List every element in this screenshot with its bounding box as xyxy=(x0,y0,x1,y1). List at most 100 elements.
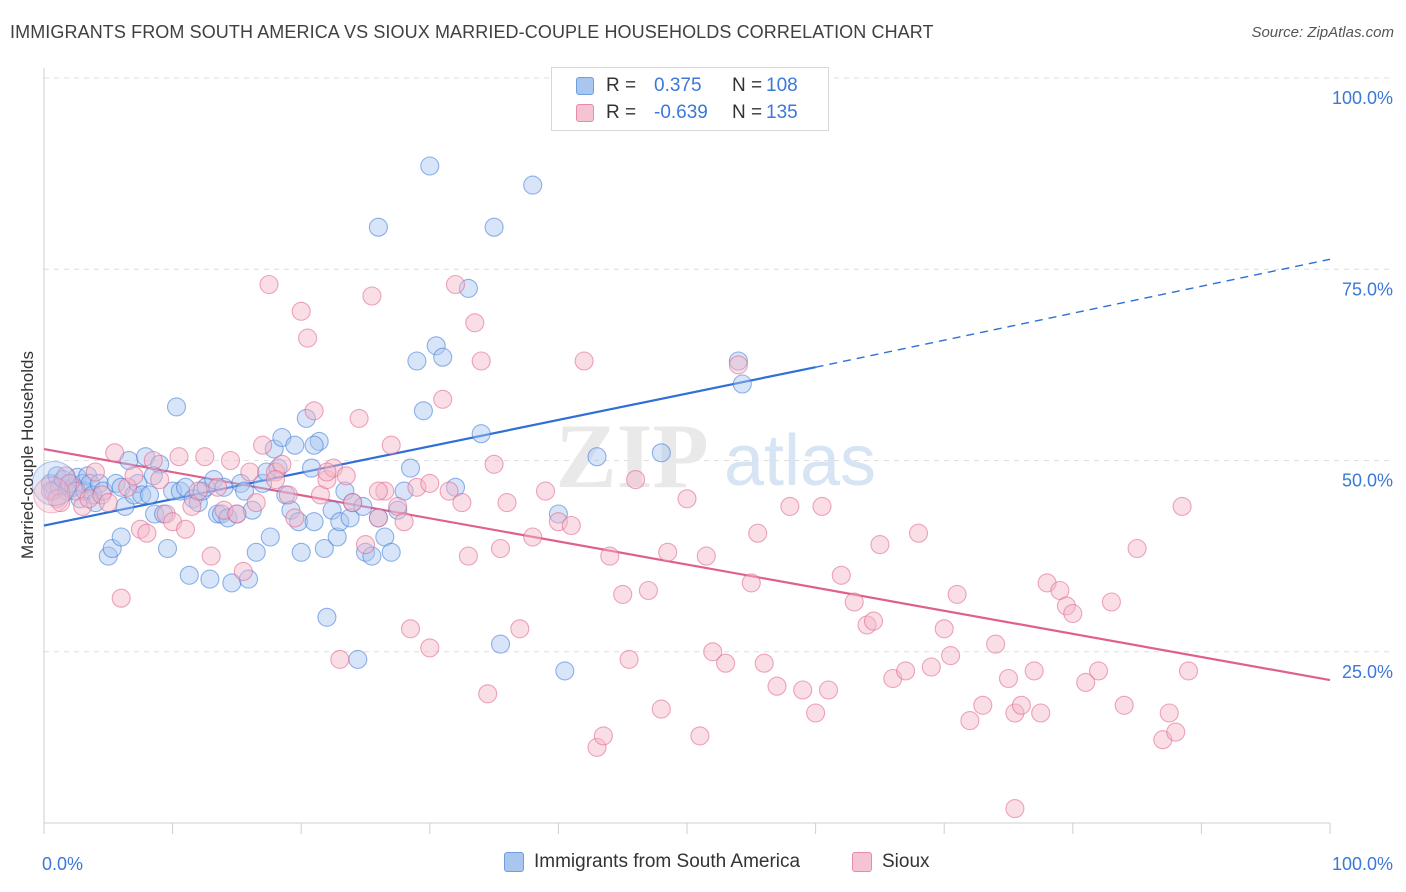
point-south-america xyxy=(407,351,427,371)
point-sioux xyxy=(175,519,196,539)
point-sioux xyxy=(79,489,99,509)
point-south-america xyxy=(353,496,373,516)
point-sioux xyxy=(523,527,543,547)
point-sioux xyxy=(1063,603,1083,624)
point-sioux xyxy=(253,435,273,455)
point-sioux xyxy=(458,546,478,566)
point-south-america xyxy=(111,527,131,547)
point-sioux xyxy=(407,477,427,497)
point-south-america xyxy=(314,538,334,559)
point-sioux xyxy=(831,565,851,585)
point-sioux xyxy=(105,443,125,463)
x-tick-labels: 0.0% 100.0% xyxy=(42,854,1393,874)
point-sioux xyxy=(1076,672,1096,692)
y-tick-label: 50.0% xyxy=(1342,471,1393,491)
point-sioux xyxy=(934,619,954,639)
point-sioux xyxy=(195,447,215,467)
point-sioux xyxy=(400,619,421,639)
bottom-legend-sioux: Sioux xyxy=(852,851,930,873)
legend-swatch-pink xyxy=(852,852,872,872)
point-sioux xyxy=(748,523,768,543)
y-tick-label: 25.0% xyxy=(1342,662,1393,682)
point-south-america xyxy=(296,408,316,428)
point-south-america-cluster xyxy=(31,460,77,506)
point-sioux xyxy=(471,351,491,371)
point-south-america xyxy=(327,527,347,547)
point-south-america xyxy=(124,485,144,505)
point-sioux xyxy=(863,611,884,631)
point-south-america xyxy=(163,481,183,501)
point-sioux xyxy=(1031,703,1051,723)
point-sioux xyxy=(92,485,112,505)
point-sioux xyxy=(658,542,678,562)
point-south-america xyxy=(291,542,311,562)
point-sioux xyxy=(561,515,581,536)
legend-r-value: -0.639 xyxy=(654,102,708,123)
point-south-america xyxy=(106,473,126,493)
point-south-america xyxy=(289,512,309,532)
point-sioux xyxy=(355,535,376,555)
point-south-america xyxy=(157,538,178,559)
legend-row-south-america: R = 0.375 N = 108 xyxy=(576,74,798,98)
point-sioux xyxy=(317,462,337,482)
point-sioux xyxy=(298,328,318,348)
point-sioux xyxy=(214,500,234,520)
point-sioux xyxy=(240,462,260,482)
point-sioux xyxy=(793,680,813,700)
point-sioux xyxy=(111,588,131,608)
data-points xyxy=(31,68,1199,819)
point-sioux xyxy=(394,512,414,532)
point-south-america xyxy=(309,431,329,451)
point-south-america xyxy=(420,156,440,176)
point-sioux xyxy=(593,726,613,746)
point-sioux xyxy=(188,481,208,501)
point-sioux xyxy=(960,711,980,731)
point-sioux xyxy=(677,489,697,509)
legend-row-sioux: R = -0.639 N = 135 xyxy=(576,101,798,125)
point-sioux xyxy=(220,450,241,471)
legend-label: Sioux xyxy=(882,851,930,872)
point-sioux-cluster xyxy=(33,476,71,514)
point-sioux xyxy=(1166,722,1186,742)
point-south-america xyxy=(426,336,446,356)
point-sioux xyxy=(651,699,671,719)
point-sioux xyxy=(98,493,118,513)
point-sioux xyxy=(587,737,607,757)
point-south-america xyxy=(335,481,355,501)
point-south-america xyxy=(304,512,324,532)
point-sioux xyxy=(420,638,440,658)
point-south-america xyxy=(651,443,671,463)
point-south-america xyxy=(322,500,342,520)
point-sioux xyxy=(368,481,388,501)
point-south-america xyxy=(490,634,511,654)
y-tick-labels: 25.0% 50.0% 75.0% 100.0% xyxy=(1332,88,1393,682)
point-sioux xyxy=(1005,703,1025,723)
point-sioux xyxy=(767,676,787,696)
point-south-america xyxy=(348,649,368,669)
point-sioux xyxy=(703,642,723,662)
point-sioux xyxy=(870,535,890,555)
point-sioux xyxy=(317,470,337,490)
point-south-america xyxy=(304,435,324,455)
point-sioux xyxy=(330,649,350,669)
point-sioux xyxy=(626,470,646,490)
legend-swatch-pink xyxy=(576,104,594,122)
point-sioux xyxy=(818,680,839,700)
point-sioux xyxy=(921,657,941,677)
point-sioux xyxy=(908,523,929,543)
point-sioux xyxy=(1172,496,1192,516)
legend-label: Immigrants from South America xyxy=(534,851,801,872)
axes xyxy=(43,68,1331,834)
x-tick-label: 100.0% xyxy=(1332,854,1393,874)
point-sioux xyxy=(1024,661,1044,681)
y-tick-label: 100.0% xyxy=(1332,88,1393,108)
point-sioux xyxy=(452,493,472,513)
point-sioux xyxy=(73,496,93,516)
point-south-america xyxy=(179,565,199,585)
point-sioux xyxy=(696,546,716,566)
point-south-america xyxy=(166,397,187,417)
legend-r-value: 0.375 xyxy=(654,75,702,96)
point-south-america xyxy=(732,374,752,394)
point-sioux xyxy=(285,508,305,528)
legend-n-value: 108 xyxy=(766,75,798,96)
